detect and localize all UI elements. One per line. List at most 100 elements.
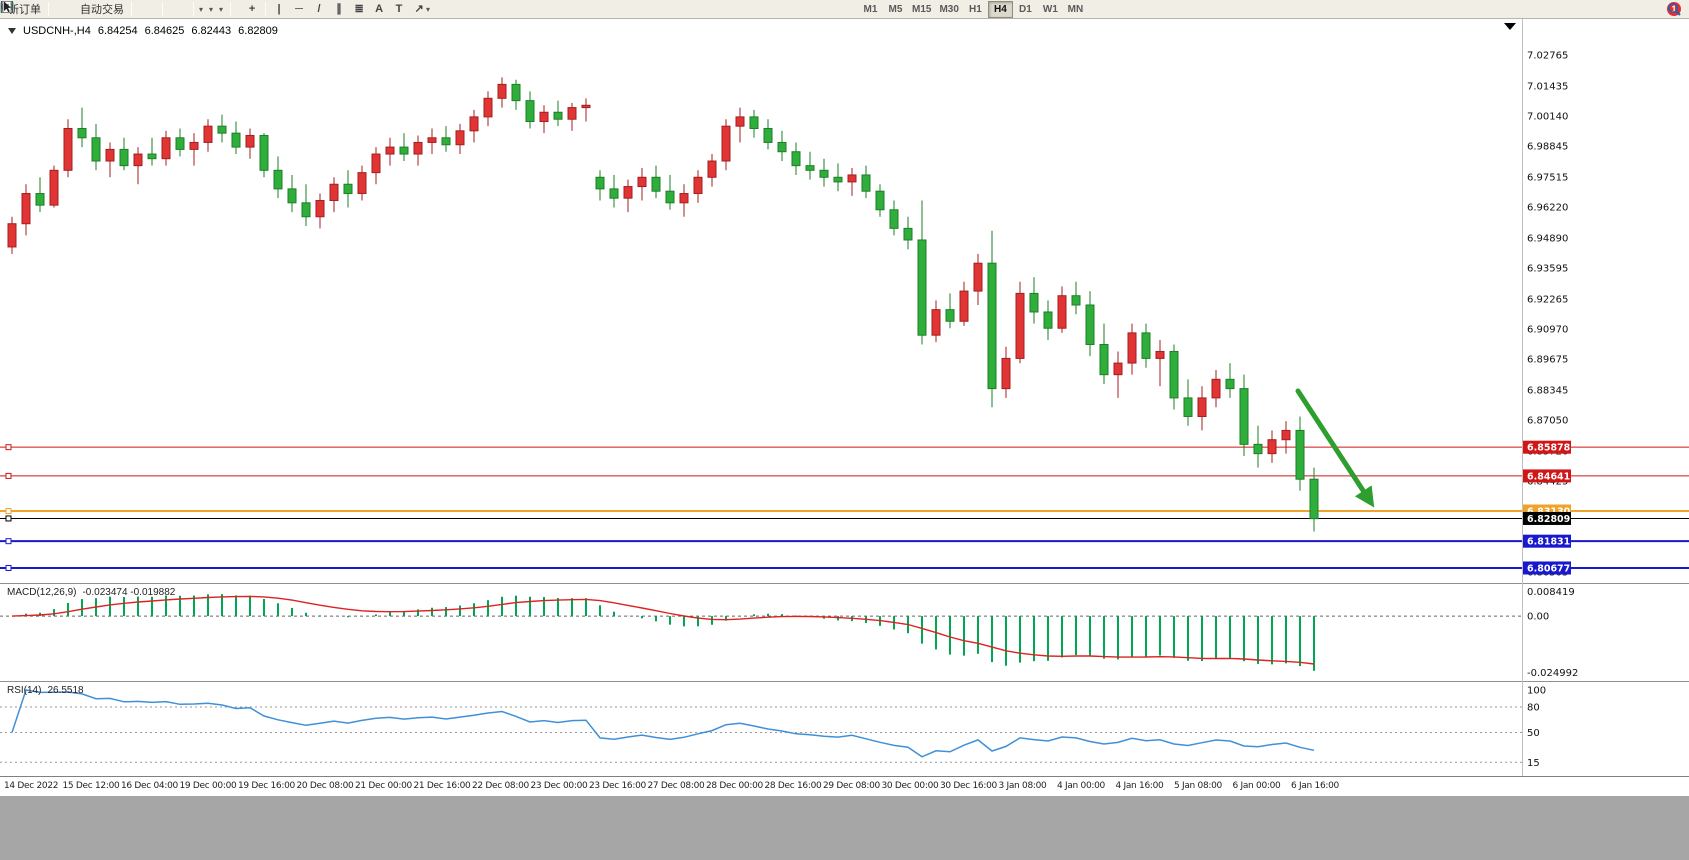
price-line-label [1523,534,1571,548]
svg-text:7.02765: 7.02765 [1527,51,1568,62]
hline-anchor[interactable] [5,472,12,479]
svg-text:6.87050: 6.87050 [1527,415,1568,426]
rsi-indicator-label: RSI(14) 26.5518 [7,685,84,696]
search-icon[interactable] [1667,2,1681,16]
candlestick-chart-button[interactable] [2,1,151,18]
time-tick: 21 Dec 00:00 [355,781,412,791]
svg-text:6.96220: 6.96220 [1527,203,1568,214]
vertical-line-icon: | [277,3,281,15]
main-toolbar: 新订单 自动交易 [0,0,1689,19]
hline-anchor[interactable] [5,564,12,571]
time-tick: 29 Dec 08:00 [823,781,880,791]
hline-anchor[interactable] [5,444,12,451]
svg-text:6.82809: 6.82809 [1527,514,1570,525]
tf-w1[interactable]: W1 [1042,4,1058,15]
time-tick: 30 Dec 16:00 [940,781,997,791]
bar-open-value: 6.84254 [97,25,138,37]
price-line-label [1523,511,1571,525]
line-chart-button[interactable] [1,1,159,18]
text-icon: A [375,3,384,15]
market-watch-button[interactable] [1,1,60,18]
svg-text:6.94890: 6.94890 [1527,233,1568,244]
rsi-panel[interactable]: 100 80 50 15 [0,681,1689,776]
svg-text:80: 80 [1527,703,1540,714]
tf-m5[interactable]: M5 [888,4,903,15]
tf-mn[interactable]: MN [1067,4,1084,15]
chevron-down-icon: ▾ [426,4,431,14]
svg-text:6.84641: 6.84641 [1527,471,1570,482]
time-tick: 21 Dec 16:00 [413,781,471,791]
time-tick: 20 Dec 08:00 [296,781,354,791]
svg-text:6.90970: 6.90970 [1527,324,1568,335]
symbol-dropdown-icon[interactable] [8,28,16,34]
time-tick: 27 Dec 08:00 [647,781,705,791]
time-tick: 23 Dec 00:00 [530,781,588,791]
hline-anchor[interactable] [5,508,12,515]
toolbar-separator [265,2,267,16]
horizontal-line-tool[interactable]: ─ [289,1,309,18]
time-tick: 15 Dec 12:00 [62,781,120,791]
label-icon: T [395,3,403,15]
price-line-label [1523,469,1571,483]
time-tick: 22 Dec 08:00 [472,781,529,791]
zoom-in-button[interactable] [1,1,174,18]
tile-windows-button[interactable] [1,1,190,18]
hline-anchor[interactable] [5,515,12,522]
fibonacci-tool[interactable]: ≣ [349,1,369,18]
rsi-title: RSI(14) [7,685,42,696]
toolbar-separator [48,2,49,16]
tf-h1[interactable]: H1 [969,4,982,15]
terminal-button[interactable] [1,1,76,18]
crosshair-button[interactable]: + [242,1,262,18]
tf-m30[interactable]: M30 [939,4,959,15]
auto-trading-button[interactable]: 自动交易 [0,1,128,18]
svg-text:6.81831: 6.81831 [1527,537,1570,548]
macd-panel[interactable]: 0.008419 0.00 -0.024992 [0,583,1689,681]
time-tick: 30 Dec 00:00 [881,781,939,791]
zoom-out-button[interactable] [1,1,182,18]
fibonacci-icon: ≣ [354,3,364,15]
rsi-canvas[interactable]: 100 80 50 15 [0,682,1689,776]
indicators-button[interactable]: ▾ [0,1,207,18]
arrow-icon: ↗ [414,3,424,15]
svg-text:7.00140: 7.00140 [1527,111,1568,122]
time-tick: 5 Jan 08:00 [1174,781,1222,791]
rsi-value: 26.5518 [47,685,84,696]
crosshair-icon: + [248,3,256,15]
cursor-button[interactable] [4,1,242,18]
text-tool[interactable]: A [369,1,389,18]
label-tool[interactable]: T [389,1,409,18]
trend-arrow[interactable] [1295,388,1375,508]
horizontal-line-icon: ─ [295,3,303,15]
hline-anchor[interactable] [5,538,12,545]
macd-title: MACD(12,26,9) [7,587,77,598]
chevron-down-icon: ▾ [209,4,214,14]
macd-canvas[interactable]: 0.008419 0.00 -0.024992 [0,584,1689,681]
tf-h4[interactable]: H4 [987,1,1013,18]
tf-d1[interactable]: D1 [1019,4,1032,15]
tf-m15[interactable]: M15 [912,4,932,15]
price-chart-canvas[interactable]: 7.02765 7.01435 7.00140 6.98845 6.97515 6.962… [0,19,1689,583]
bar-chart-button[interactable] [2,1,143,18]
auto-trading-label: 自动交易 [80,4,124,16]
time-tick: 16 Dec 04:00 [121,781,178,791]
channel-tool[interactable]: ∥ [329,1,349,18]
templates-button[interactable]: ▾ [2,1,227,18]
time-axis[interactable]: 14 Dec 2022 15 Dec 12:00 16 Dec 04:00 19 De… [0,776,1689,796]
arrows-tool[interactable]: ↗ ▾ [409,1,434,18]
candlesticks[interactable] [7,77,1319,532]
chart-shift-icon[interactable] [1504,23,1516,30]
toolbar-right-cluster: 1 [1667,2,1681,16]
price-chart-panel[interactable]: 7.02765 7.01435 7.00140 6.98845 6.97515 6.962… [0,19,1689,583]
cursor-icon [4,1,11,13]
vertical-line-tool[interactable]: | [269,1,289,18]
trendline-tool[interactable]: / [309,1,329,18]
navigator-button[interactable] [1,1,68,18]
macd-values: -0.023474 -0.019882 [82,587,176,598]
macd-signal-line [11,595,1315,665]
tf-m1[interactable]: M1 [863,4,878,15]
time-tick: 6 Jan 16:00 [1291,781,1339,791]
svg-text:6.93595: 6.93595 [1527,263,1568,274]
periods-button[interactable]: ▾ [1,1,217,18]
macd-indicator-label: MACD(12,26,9) -0.023474 -0.019882 [7,587,175,598]
